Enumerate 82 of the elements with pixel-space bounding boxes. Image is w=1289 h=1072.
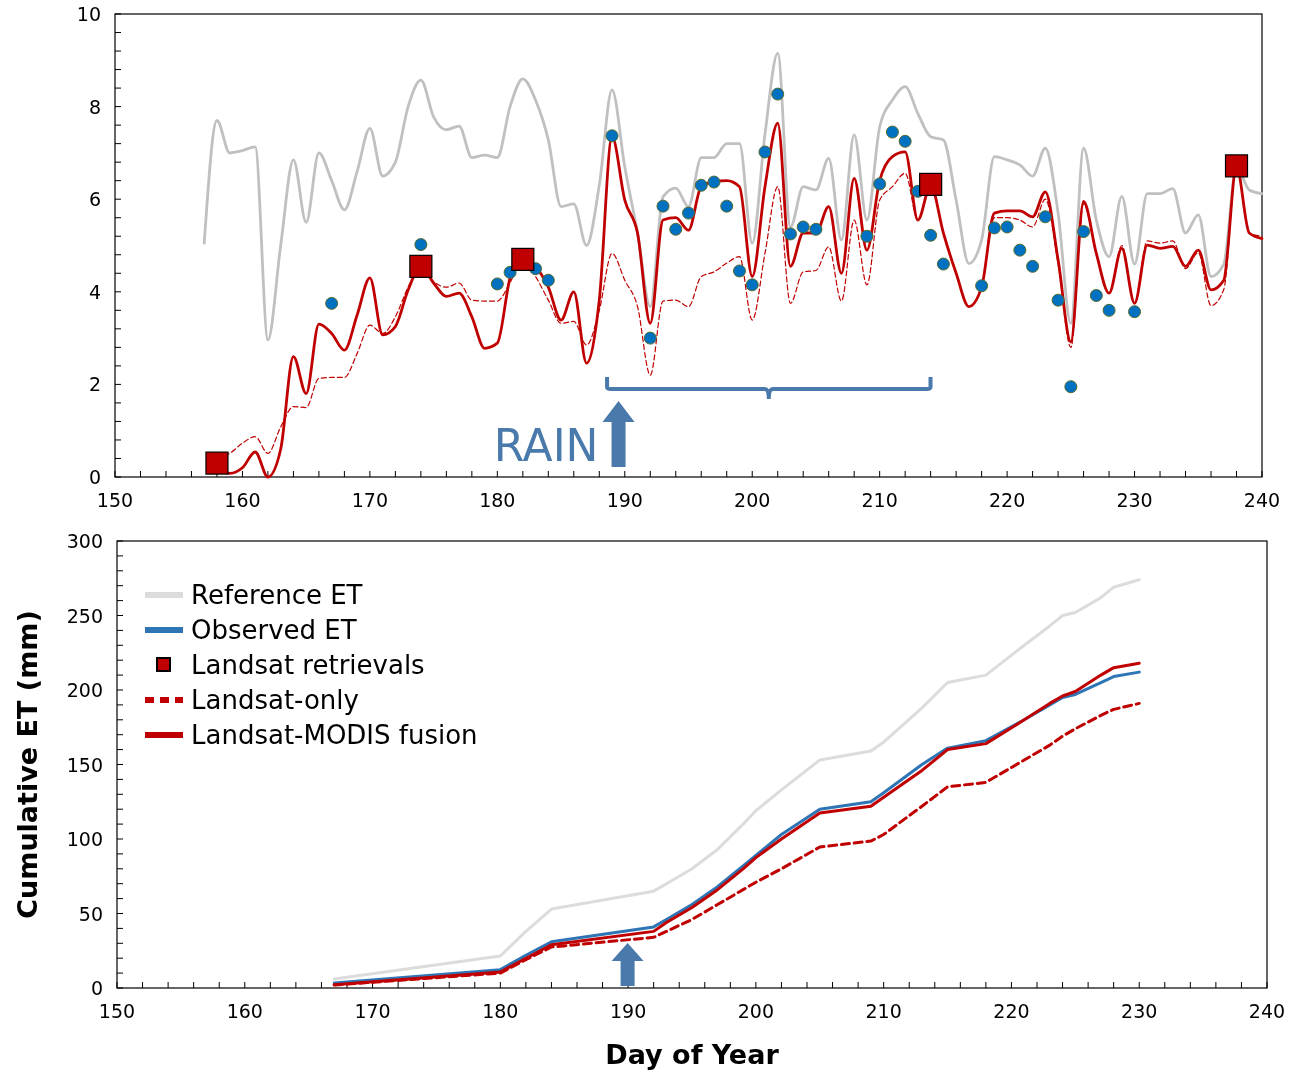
x-tick-label: 200 [734,489,771,511]
point [1064,380,1078,394]
legend-label: Landsat-only [191,685,359,715]
point [1089,289,1103,302]
y-tick-label: 100 [66,828,103,850]
legend-label: Landsat-MODIS fusion [191,720,478,750]
y-tick-label: 0 [88,466,101,488]
point [783,227,797,241]
x-tick-label: 190 [609,1000,647,1022]
x-tick-label: 220 [993,1000,1030,1022]
x-tick-label: 230 [1116,489,1153,511]
legend-label: Landsat retrievals [191,650,425,680]
point [771,87,785,101]
line-series [202,51,1264,342]
y-tick-label: 2 [88,373,101,396]
point [409,254,433,278]
point [1051,293,1065,307]
x-tick-label: 210 [865,1000,902,1022]
x-tick-label: 190 [606,489,643,511]
x-tick-label: 170 [351,489,389,511]
point [541,273,555,287]
point [656,199,670,213]
point [924,228,938,242]
point [1224,154,1249,178]
x-tick-label: 160 [224,489,261,511]
y-axis-title: Cumulative ET (mm) [12,610,43,919]
point [919,172,943,196]
x-tick-label: 210 [861,489,898,511]
point [758,145,772,159]
point [1013,243,1027,257]
point [720,199,734,213]
point [885,125,899,139]
point [205,451,229,475]
point [707,175,721,189]
point [1128,305,1142,319]
point [1026,259,1040,273]
point [987,221,1001,235]
annotation: RAIN [493,420,599,471]
point [605,129,619,143]
x-tick-label: 180 [482,1000,519,1022]
point [975,279,989,293]
y-tick-label: 10 [76,3,101,25]
x-tick-label: 240 [1243,489,1281,511]
y-tick-label: 0 [90,977,103,999]
x-tick-label: 180 [479,489,516,511]
point [732,264,746,278]
y-tick-label: 200 [66,679,103,701]
point [511,247,535,271]
point [860,229,874,243]
point [1000,220,1014,234]
point [809,222,823,236]
point [745,278,759,292]
point [694,178,708,192]
y-tick-label: 6 [88,188,101,211]
point [898,134,912,148]
point [936,257,950,271]
point [1102,303,1116,317]
x-tick-label: 230 [1121,1000,1158,1022]
point [682,206,695,220]
y-tick-label: 300 [66,530,103,552]
y-tick-label: 50 [78,902,103,925]
y-tick-label: 150 [66,753,103,776]
x-tick-label: 170 [354,1000,391,1022]
point [1038,210,1052,224]
x-tick-label: 160 [226,1000,263,1022]
y-tick-label: 250 [66,604,103,627]
x-tick-label: 200 [737,1000,775,1022]
legend-label: Reference ET [191,580,363,610]
x-axis-title: Day of Year [605,1039,780,1070]
point [873,177,887,191]
point [669,222,683,236]
x-tick-label: 240 [1248,1000,1286,1022]
legend-label: Observed ET [191,615,357,645]
y-tick-label: 8 [88,95,101,118]
point [414,238,428,252]
point [796,220,810,234]
point [325,296,339,310]
point [490,277,504,291]
point [1077,225,1091,239]
point [643,331,657,345]
x-tick-label: 220 [988,489,1026,511]
y-tick-label: 4 [88,280,101,303]
